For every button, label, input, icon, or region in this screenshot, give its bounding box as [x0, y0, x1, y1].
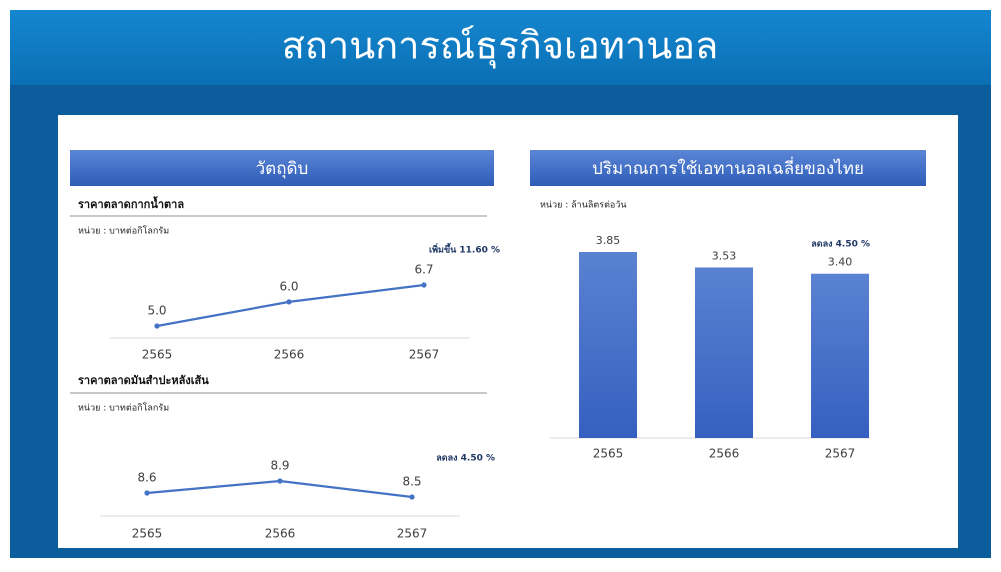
point: [144, 490, 150, 496]
panel-title: วัตถุดิบ: [256, 159, 309, 179]
bar: [695, 267, 753, 438]
x-tick-label: 2566: [265, 527, 296, 541]
bar: [811, 273, 869, 438]
x-tick-label: 2566: [274, 348, 305, 362]
x-tick-label: 2565: [142, 348, 173, 362]
value-label: 8.5: [402, 475, 421, 489]
annotation: ลดลง 4.50 %: [811, 240, 870, 250]
panel-header: [530, 150, 926, 186]
annotation: ลดลง 4.50 %: [436, 454, 495, 464]
x-tick-label: 2567: [397, 527, 428, 541]
annotation: เพิ่มขึ้น 11.60 %: [429, 243, 500, 256]
slide-title: สถานการณ์ธุรกิจเอทานอล: [282, 24, 719, 69]
x-tick-label: 2565: [593, 447, 624, 461]
value-label: 3.40: [828, 256, 853, 269]
value-label: 5.0: [147, 304, 166, 318]
point: [421, 282, 427, 288]
panel-header: [70, 150, 494, 186]
unit-label: หน่วย : ล้านลิตรต่อวัน: [540, 200, 627, 211]
panel-title: ปริมาณการใช้เอทานอลเฉลี่ยของไทย: [592, 156, 864, 179]
x-tick-label: 2567: [409, 348, 440, 362]
point: [277, 478, 283, 484]
header-band: [10, 10, 991, 85]
point: [409, 494, 415, 500]
value-label: 6.7: [414, 263, 433, 277]
content-panel: [58, 115, 958, 548]
value-label: 3.53: [712, 249, 737, 262]
value-label: 8.6: [137, 471, 156, 485]
chart-title: ราคาตลาดกากน้ำตาล: [78, 196, 184, 211]
x-tick-label: 2565: [132, 527, 163, 541]
value-label: 3.85: [596, 234, 621, 247]
point: [286, 299, 292, 305]
x-tick-label: 2566: [709, 447, 740, 461]
value-label: 8.9: [270, 459, 289, 473]
point: [154, 323, 160, 329]
chart-title: ราคาตลาดมันสำปะหลังเส้น: [78, 374, 209, 387]
x-tick-label: 2567: [825, 447, 856, 461]
unit-label: หน่วย : บาทต่อกิโลกรัม: [78, 403, 169, 414]
unit-label: หน่วย : บาทต่อกิโลกรัม: [78, 226, 169, 237]
value-label: 6.0: [279, 279, 298, 293]
bar: [579, 252, 637, 438]
